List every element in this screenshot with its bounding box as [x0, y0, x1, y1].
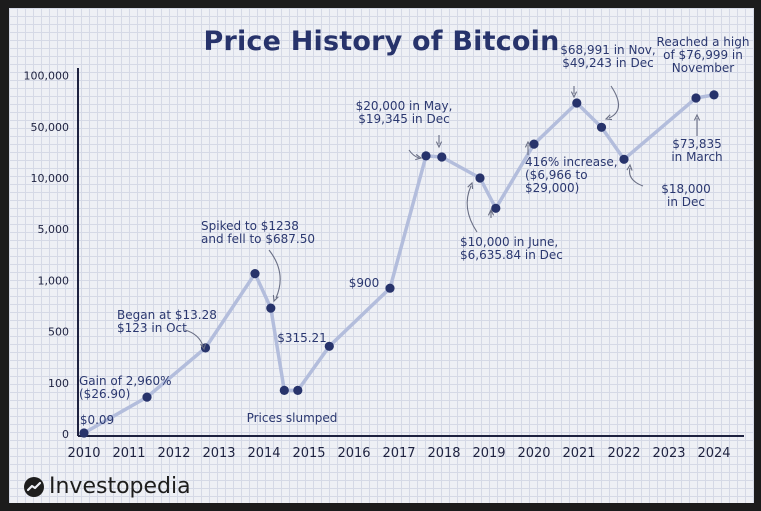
- data-point: [293, 385, 303, 395]
- x-tick-label: 2010: [67, 446, 100, 461]
- y-tick-label: 500: [48, 326, 69, 339]
- annotation-label: $315.21: [277, 331, 327, 345]
- x-tick-label: 2014: [247, 446, 280, 461]
- callout-arrow: [184, 329, 204, 347]
- callout-arrow: [628, 167, 644, 187]
- data-point: [619, 154, 629, 164]
- annotation-label: $19,345 in Dec: [358, 112, 449, 126]
- annotation-label: November: [672, 61, 734, 75]
- x-tick-label: 2011: [112, 446, 145, 461]
- annotation-label: 416% increase,: [525, 155, 618, 169]
- annotation-label: $49,243 in Dec: [562, 56, 653, 70]
- annotation-label: $29,000): [525, 181, 579, 195]
- price-line: [83, 93, 715, 435]
- x-tick-label: 2013: [202, 446, 235, 461]
- data-point: [491, 203, 501, 213]
- arrow-head: [626, 163, 633, 171]
- callout-arrow: [268, 249, 281, 299]
- arrow-head: [604, 114, 613, 121]
- x-tick-label: 2020: [517, 446, 550, 461]
- data-point: [529, 139, 539, 149]
- x-tick-label: 2015: [292, 446, 325, 461]
- arrow-head: [467, 181, 474, 190]
- annotation-label: $0.09: [80, 413, 114, 427]
- data-point: [266, 303, 276, 313]
- x-tick-label: 2018: [427, 446, 460, 461]
- y-tick-label: 5,000: [38, 223, 70, 236]
- data-point: [279, 385, 289, 395]
- annotation-label: $6,635.84 in Dec: [460, 248, 563, 262]
- annotation-label: ($6,966 to: [525, 168, 588, 182]
- arrow-head: [435, 141, 443, 149]
- x-tick-label: 2024: [697, 446, 730, 461]
- annotation-label: $18,000: [661, 182, 711, 196]
- chart-frame: Price History of Bitcoin 0 100 500 1,000 5,0…: [9, 8, 754, 503]
- investopedia-logo-text: Investopedia: [49, 474, 191, 499]
- x-tick-label: 2012: [157, 446, 190, 461]
- investopedia-logo-icon: [24, 476, 44, 497]
- callout-arrow: [408, 149, 420, 159]
- arrow-head: [200, 343, 207, 351]
- investopedia-logo: Investopedia: [23, 474, 191, 499]
- annotation-label: $123 in Oct: [117, 321, 187, 335]
- annotation-label: Prices slumped: [247, 411, 338, 425]
- annotation-label: ($26.90): [79, 387, 130, 401]
- annotation-label: $73,835: [672, 137, 722, 151]
- annotation-label: Gain of 2,960%: [79, 374, 172, 388]
- chart-svg: 0 100 500 1,000 5,000 10,000 50,000 100,000 2010…: [24, 35, 750, 461]
- x-tick-label: 2017: [382, 446, 415, 461]
- annotation-label: $10,000 in June,: [460, 235, 558, 249]
- data-point: [421, 151, 431, 161]
- data-point: [596, 122, 607, 132]
- data-point: [385, 283, 395, 293]
- x-tick-label: 2023: [652, 446, 685, 461]
- annotation-label: in March: [671, 150, 722, 164]
- annotation-label: and fell to $687.50: [201, 232, 315, 246]
- y-tick-label: 100: [48, 377, 69, 390]
- arrow-head: [272, 294, 279, 303]
- chart-title: Price History of Bitcoin: [203, 26, 560, 57]
- annotation-label: of $76,999 in: [663, 48, 743, 62]
- x-tick-label: 2021: [562, 446, 595, 461]
- data-point: [572, 98, 582, 108]
- y-tick-label: 100,000: [24, 70, 70, 83]
- data-point: [709, 90, 719, 100]
- arrow-head: [415, 154, 423, 161]
- data-point: [142, 392, 152, 402]
- callout-arrow: [608, 85, 620, 119]
- arrow-head: [693, 113, 701, 121]
- y-tick-label: 0: [62, 428, 69, 441]
- y-tick-label: 10,000: [31, 172, 70, 185]
- annotation-label: Reached a high: [657, 35, 750, 49]
- annotation-label: $68,991 in Nov,: [560, 43, 655, 57]
- data-point: [79, 428, 89, 438]
- data-point: [437, 152, 447, 162]
- annotation-label: Spiked to $1238: [201, 219, 299, 233]
- annotation-label: $900: [349, 276, 380, 290]
- annotation-label: in Dec: [667, 195, 705, 209]
- arrow-head: [487, 208, 495, 216]
- x-tick-label: 2019: [472, 446, 505, 461]
- y-tick-label: 1,000: [38, 274, 70, 287]
- annotation-label: $20,000 in May,: [356, 99, 453, 113]
- callout-arrow: [466, 185, 478, 233]
- arrow-head: [524, 140, 532, 148]
- data-point: [324, 341, 334, 351]
- y-tick-label: 50,000: [31, 121, 70, 134]
- arrow-head: [570, 91, 578, 99]
- annotation-label: Began at $13.28: [117, 308, 217, 322]
- x-tick-label: 2022: [607, 446, 640, 461]
- x-tick-label: 2016: [337, 446, 370, 461]
- data-point: [691, 93, 701, 103]
- data-point: [475, 173, 485, 183]
- data-point: [250, 269, 260, 279]
